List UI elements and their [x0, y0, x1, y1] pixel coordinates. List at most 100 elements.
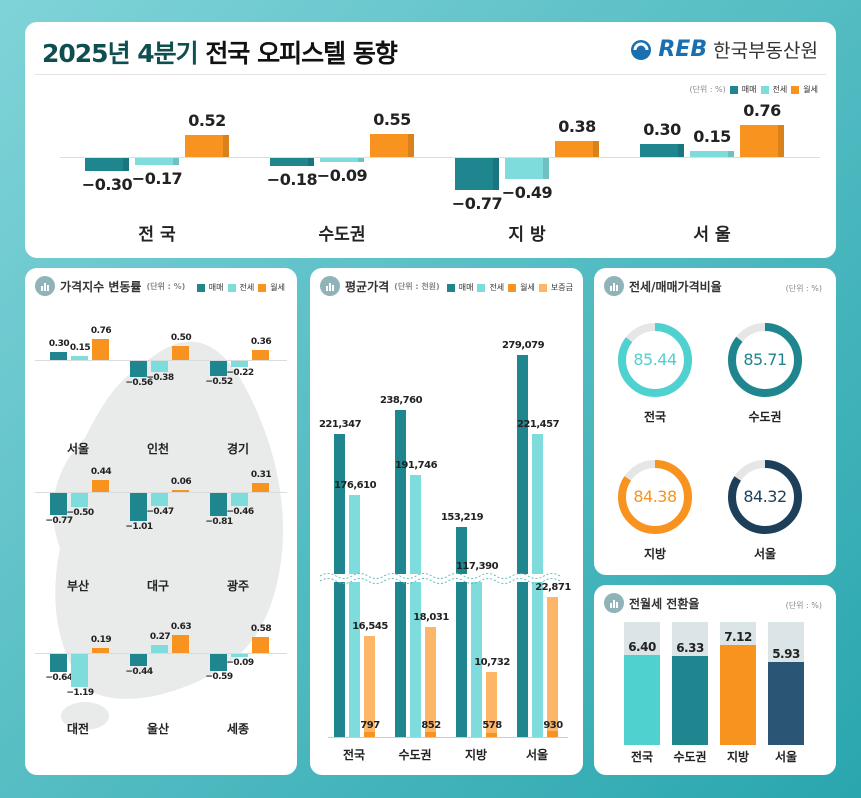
bar-월세 — [370, 133, 414, 157]
data-label: 0.76 — [743, 101, 781, 121]
data-label: 0.15 — [69, 342, 91, 353]
bar-월세 — [252, 483, 269, 492]
zero-line — [35, 492, 287, 493]
data-label: 578 — [482, 720, 502, 731]
bar-전세 — [151, 361, 168, 372]
data-label: 6.33 — [676, 641, 704, 656]
category-label: 지방 — [464, 748, 488, 762]
data-label: −0.30 — [81, 174, 133, 194]
ratio-panel: 전세/매매가격비율 (단위 : %) 85.44 전국 85.71 수도권 84.38 지… — [594, 268, 836, 575]
data-label: 16,545 — [352, 621, 388, 633]
page-title: 2025년 4분기 전국 오피스텔 동향 — [42, 39, 398, 68]
bar-전세 — [349, 495, 360, 737]
conversion-chart: 6.40 전국 6.33 수도권 7.12 지방 5.93 서울 — [594, 585, 836, 775]
bar-보증금 — [547, 597, 558, 737]
category-label: 전국 — [643, 410, 667, 424]
category-label: 전국 — [630, 750, 654, 764]
bar-fill — [672, 656, 708, 745]
ratio-value: 85.71 — [743, 350, 787, 369]
bar-월세 — [252, 349, 269, 360]
data-label: −0.09 — [226, 657, 254, 668]
bar-매매 — [50, 654, 67, 672]
data-label: 191,746 — [394, 459, 438, 471]
legend: (단위 : %) 매매 전세 월세 — [689, 85, 818, 94]
data-label: 797 — [360, 720, 380, 731]
data-label: −0.47 — [146, 507, 174, 518]
bar-전세 — [135, 158, 179, 166]
category-label: 수도권 — [318, 225, 366, 245]
index-chart: 0.30 0.15 0.76 서울 −0.56 −0.38 0.50 인천 −0.52 −0.22… — [25, 268, 297, 775]
bar-매매 — [640, 144, 684, 157]
bar-전세 — [71, 654, 88, 688]
donut-arc-2 — [618, 460, 692, 534]
unit-label: (단위 : %) — [785, 284, 822, 293]
korea-map — [53, 341, 284, 730]
data-label: 0.76 — [90, 325, 112, 336]
data-label: 0.06 — [170, 477, 192, 488]
conversion-panel: 전월세 전환율 (단위 : %) 6.40 전국 6.33 수도권 7.12 지방 5.93… — [594, 585, 836, 775]
bar-전세 — [231, 493, 248, 506]
data-label: −0.38 — [146, 372, 174, 383]
data-label: −0.46 — [226, 506, 254, 517]
data-label: −0.44 — [125, 667, 153, 678]
data-label: 7.12 — [724, 630, 752, 645]
bar-월세 — [252, 636, 269, 653]
data-label: 18,031 — [413, 612, 449, 623]
data-label: −0.09 — [316, 165, 368, 185]
axis-break — [319, 573, 561, 584]
data-label: 176,610 — [333, 480, 377, 492]
bar-전세 — [505, 158, 549, 179]
bar-매매 — [210, 493, 227, 516]
data-label: 279,079 — [501, 339, 545, 351]
bar-fill — [768, 661, 804, 745]
data-label: −0.17 — [131, 169, 183, 189]
panel-title: 가격지수 변동률 (단위 : %) — [35, 276, 185, 296]
bar-월세 — [92, 338, 109, 360]
data-label: −0.18 — [266, 169, 318, 189]
bar-월세 — [555, 141, 599, 157]
data-label: 221,457 — [516, 418, 560, 430]
bar-매매 — [130, 493, 147, 522]
donut-arc-1 — [728, 323, 802, 397]
data-label: −0.52 — [205, 376, 233, 387]
bar-월세 — [172, 490, 189, 493]
data-label: 0.30 — [643, 120, 681, 140]
data-label: −1.19 — [66, 688, 94, 699]
data-label: 852 — [421, 720, 441, 731]
data-label: −1.01 — [125, 522, 153, 533]
bar-월세 — [486, 733, 497, 737]
region-label: 광주 — [226, 579, 250, 593]
data-label: −0.81 — [205, 516, 233, 527]
data-label: 0.52 — [188, 111, 226, 131]
bar-매매 — [270, 158, 314, 166]
category-label: 전 국 — [138, 225, 176, 245]
data-label: 10,732 — [474, 656, 510, 668]
data-label: 5.93 — [772, 646, 800, 661]
bar-매매 — [455, 158, 499, 191]
category-label: 서울 — [774, 750, 798, 764]
data-label: −0.49 — [501, 182, 553, 202]
bar-전세 — [151, 645, 168, 653]
panel-title: 평균가격 (단위 : 천원) — [320, 276, 440, 296]
index-change-panel: 가격지수 변동률 (단위 : %) 매매 전세 월세 0.30 0.15 0.76 서울 −0… — [25, 268, 297, 775]
data-label: −0.64 — [45, 672, 73, 683]
data-label: 0.55 — [373, 109, 411, 129]
legend: 매매 전세 월세 보증금 — [446, 282, 573, 293]
data-label: 0.19 — [90, 634, 112, 645]
data-label: 0.27 — [149, 632, 171, 643]
data-label: −0.56 — [125, 377, 153, 388]
data-label: 0.38 — [558, 117, 596, 137]
bar-보증금 — [425, 627, 436, 737]
legend: 매매 전세 월세 — [196, 282, 285, 293]
bar-전세 — [320, 158, 364, 162]
baseline — [328, 737, 568, 738]
bar-매매 — [50, 493, 67, 515]
panel-title: 전세/매매가격비율 — [604, 276, 722, 296]
bar-보증금 — [486, 671, 497, 737]
bar-매매 — [130, 361, 147, 377]
data-label: 0.15 — [693, 126, 731, 146]
region-label: 대구 — [146, 579, 170, 593]
bar-월세 — [92, 647, 109, 653]
bar-전세 — [231, 654, 248, 657]
bar-fill — [624, 655, 660, 745]
